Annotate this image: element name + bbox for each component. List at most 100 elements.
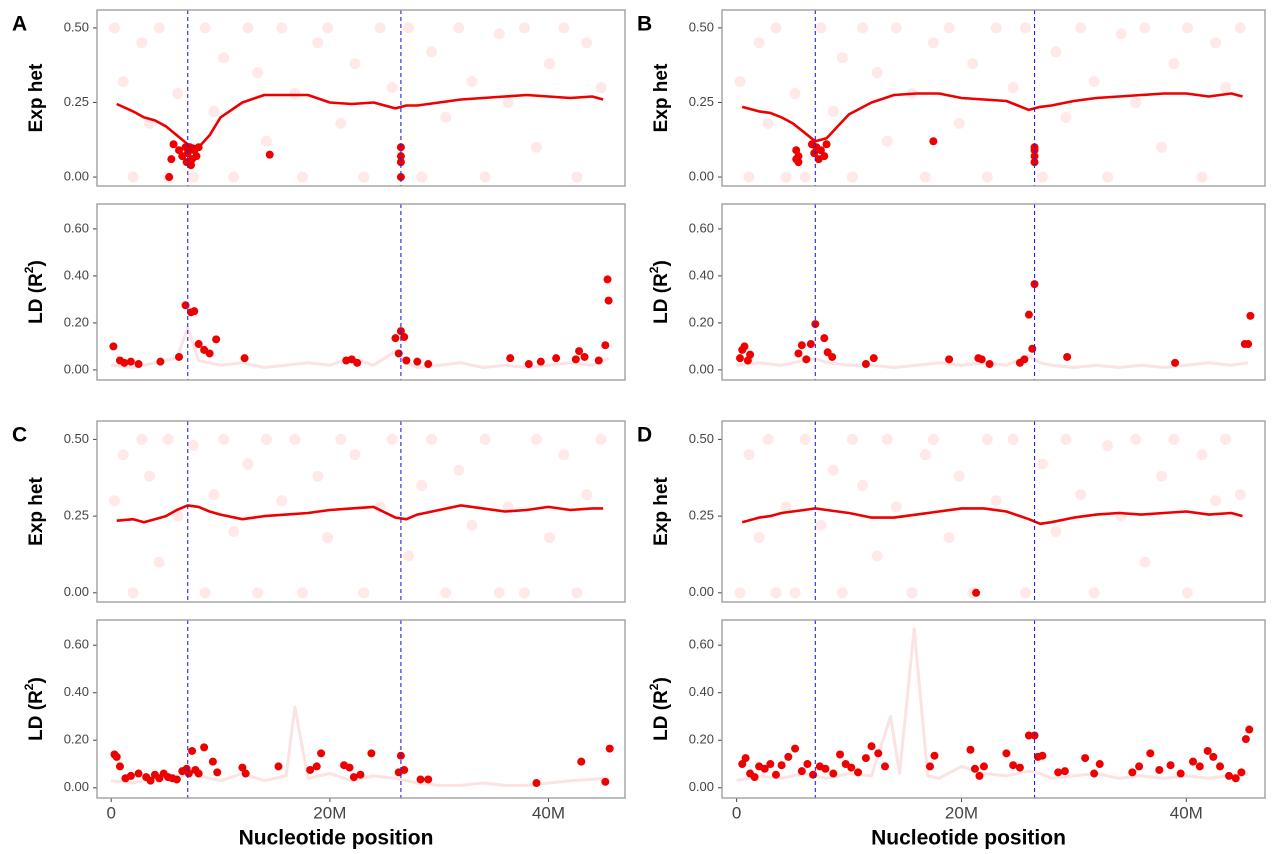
y-tick-label: 0.25: [689, 94, 714, 109]
point: [927, 37, 939, 49]
point: [1181, 587, 1193, 599]
y-axis-title: Exp het: [26, 477, 47, 546]
point: [762, 117, 774, 129]
point: [400, 765, 409, 774]
point: [356, 770, 365, 779]
y-tick-label: 0.60: [64, 637, 89, 652]
point: [799, 433, 811, 445]
point: [1195, 762, 1204, 771]
point: [424, 775, 433, 784]
point: [297, 171, 309, 183]
plot-area: [109, 275, 613, 369]
point: [260, 135, 272, 147]
point: [208, 105, 220, 117]
point: [975, 771, 984, 780]
panel: 0.00 0.25 0.50 Exp het B: [637, 9, 1266, 187]
panel: 0.00 0.20 0.40 0.60 LD (R2): [647, 203, 1266, 381]
line: [116, 93, 604, 149]
point: [836, 750, 845, 759]
point: [1156, 470, 1168, 482]
y-tick-label: 0.00: [64, 168, 89, 183]
point: [1038, 751, 1047, 760]
point: [289, 433, 301, 445]
plot-border: [721, 9, 1266, 187]
point: [1168, 58, 1180, 70]
point: [871, 550, 883, 562]
point: [479, 433, 491, 445]
point: [1135, 762, 1144, 771]
point: [1020, 355, 1029, 364]
point: [571, 587, 583, 599]
point: [1168, 433, 1180, 445]
point: [861, 360, 870, 369]
x-axis-title: Nucleotide position: [871, 827, 1066, 850]
point: [1030, 152, 1039, 161]
point: [252, 67, 264, 79]
point: [943, 532, 955, 544]
y-axis-title-part: LD (R: [26, 690, 47, 741]
point: [518, 22, 530, 34]
point: [367, 749, 376, 758]
point: [794, 158, 803, 167]
point: [322, 22, 334, 34]
panel: 0.00 0.20 0.40 0.60 LD (R2): [22, 203, 626, 381]
point: [604, 296, 613, 305]
point: [794, 349, 803, 358]
y-tick-label: 0.50: [64, 431, 89, 446]
point: [1130, 96, 1142, 108]
point: [200, 743, 209, 752]
point: [603, 275, 612, 284]
point: [115, 762, 124, 771]
point: [349, 449, 361, 461]
point: [1139, 556, 1151, 568]
point: [167, 155, 176, 164]
point: [493, 587, 505, 599]
point: [1007, 82, 1019, 94]
plot-area: [736, 627, 1254, 783]
point: [575, 347, 584, 356]
point: [929, 137, 938, 146]
y-axis-title-part: LD (R: [651, 273, 672, 324]
point: [857, 479, 869, 491]
point: [1050, 525, 1062, 537]
point: [820, 334, 829, 343]
point: [440, 587, 452, 599]
point: [1234, 22, 1246, 34]
point: [990, 22, 1002, 34]
point: [153, 556, 165, 568]
point: [530, 433, 542, 445]
plot-area: [734, 22, 1246, 183]
y-tick-label: 0.25: [64, 94, 89, 109]
point: [869, 354, 878, 363]
plot-background: [722, 204, 1265, 380]
plot-border: [721, 203, 1266, 381]
y-tick-label: 0.40: [64, 267, 89, 282]
y-tick-label: 0.00: [64, 779, 89, 794]
y-tick-label: 0.25: [64, 508, 89, 523]
point: [1245, 725, 1254, 734]
point: [190, 307, 199, 316]
y-axis-title-part: LD (R: [651, 690, 672, 741]
point: [1115, 28, 1127, 40]
x-axis-title: Nucleotide position: [239, 827, 434, 850]
point: [1020, 587, 1032, 599]
point: [981, 433, 993, 445]
plot-border: [96, 203, 626, 381]
point: [544, 532, 556, 544]
point: [252, 587, 264, 599]
y-axis-title: LD (R2): [647, 260, 672, 324]
point: [816, 146, 825, 155]
point: [558, 449, 570, 461]
point: [126, 357, 135, 366]
point: [919, 171, 931, 183]
point: [536, 357, 545, 366]
point: [815, 22, 827, 34]
point: [241, 769, 250, 778]
point: [571, 171, 583, 183]
y-tick-label: 0.50: [64, 19, 89, 34]
plot-background: [722, 620, 1265, 798]
point: [212, 335, 221, 344]
panel: 0.00 0.20 0.40 0.60 0 20M 40M LD (R2) Nucleotide…: [647, 619, 1266, 850]
point: [172, 510, 184, 522]
